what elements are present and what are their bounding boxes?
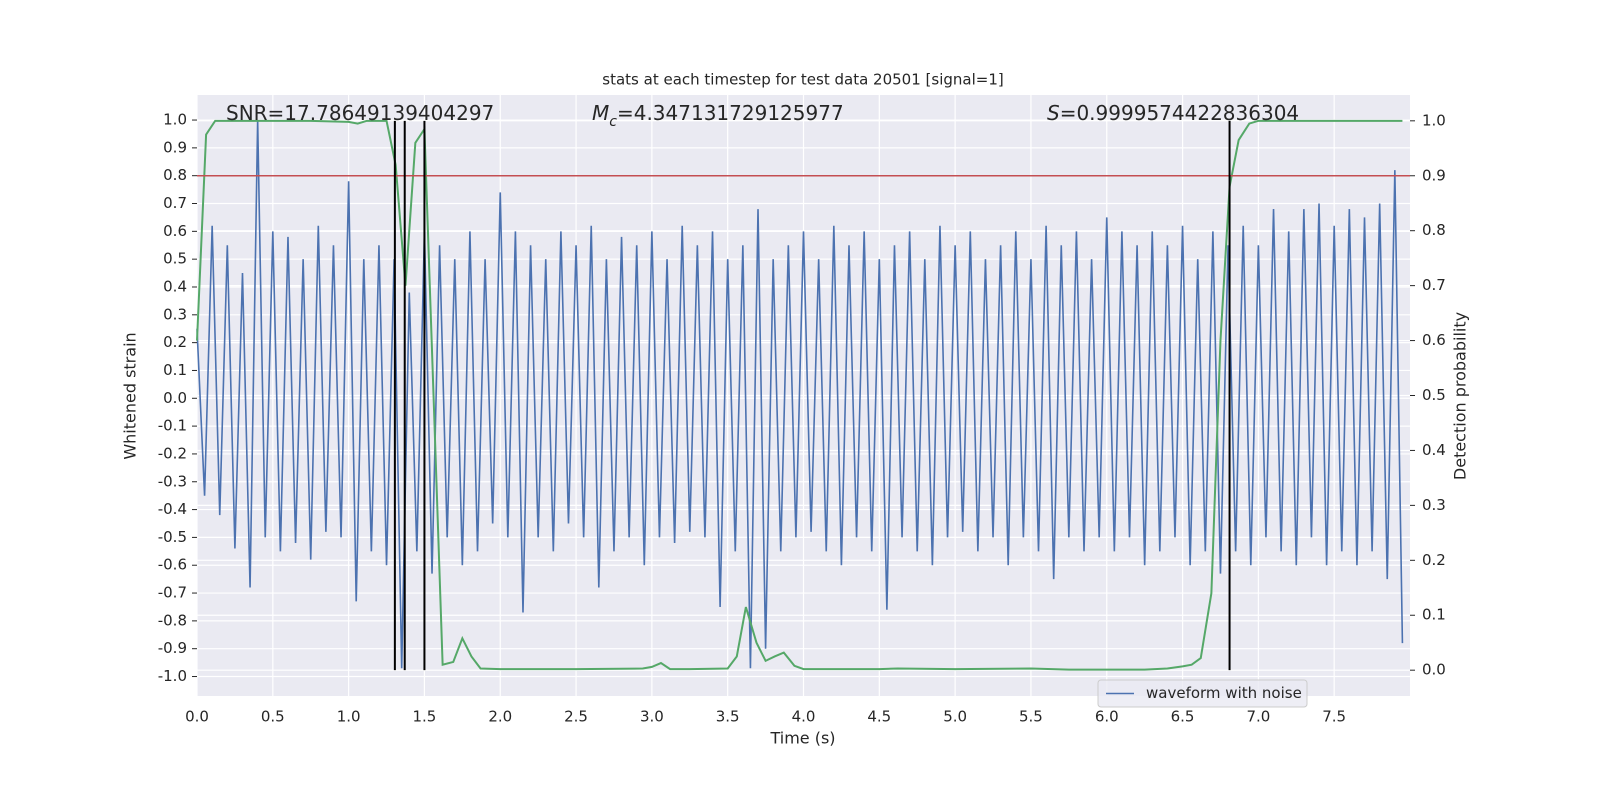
- y2-tick-label: 0.5: [1422, 386, 1446, 404]
- series-line: [196, 120, 1404, 669]
- x-tick-label: 2.0: [488, 708, 512, 726]
- y-tick-label: -0.9: [158, 639, 187, 657]
- series-line: [196, 119, 1403, 671]
- y2-tick-label: 0.1: [1422, 606, 1446, 624]
- y-tick-label: -0.1: [158, 417, 187, 435]
- annotation: SNR=17.78649139404297: [226, 101, 494, 125]
- legend: waveform with noise: [1097, 679, 1308, 708]
- x-tick-label: 1.5: [413, 708, 437, 726]
- x-axis-label: Time (s): [769, 729, 835, 748]
- x-tick-label: 0.0: [185, 708, 209, 726]
- legend-box: [1097, 679, 1308, 708]
- y2-tick-label: 0.0: [1422, 661, 1446, 679]
- x-tick-label: 0.5: [261, 708, 285, 726]
- y2-tick-label: 0.3: [1422, 496, 1446, 514]
- x-tick-label: 2.5: [564, 708, 588, 726]
- chart-title: stats at each timestep for test data 205…: [602, 71, 1003, 89]
- y2-tick-label: 0.4: [1422, 441, 1446, 459]
- y-tick-label: 0.4: [163, 277, 187, 295]
- y-tick-label: -0.8: [158, 611, 187, 629]
- y-tick-label: 0.0: [163, 389, 187, 407]
- x-tick-label: 7.5: [1322, 708, 1346, 726]
- y-tick-label: 0.3: [163, 305, 187, 323]
- annotation-text: SNR=17.78649139404297: [226, 101, 494, 125]
- y-tick-label: -1.0: [158, 667, 187, 685]
- x-tick-label: 3.0: [640, 708, 664, 726]
- x-tick-label: 4.5: [867, 708, 891, 726]
- y2-tick-label: 0.6: [1422, 331, 1446, 349]
- y2-tick-label: 0.9: [1422, 166, 1446, 184]
- y-tick-label: -0.3: [158, 472, 187, 490]
- annotation-text: =4.347131729125977: [617, 101, 844, 125]
- y-tick-label: 1.0: [163, 111, 187, 129]
- y2-tick-label: 0.8: [1422, 221, 1446, 239]
- annotation-symbol: S: [1047, 101, 1060, 125]
- y2-tick-label: 1.0: [1422, 111, 1446, 129]
- y2-tick-label: 0.7: [1422, 276, 1446, 294]
- y-tick-label: -0.5: [158, 528, 187, 546]
- x-tick-label: 7.0: [1246, 708, 1270, 726]
- y2-axis-label: Detection probability: [1451, 312, 1470, 480]
- annotation-text: =0.9999574422836304: [1060, 101, 1299, 125]
- y-axis-label: Whitened strain: [121, 332, 140, 459]
- annotation-symbol: M: [592, 101, 609, 125]
- y-tick-label: 0.2: [163, 333, 187, 351]
- y-tick-label: 0.8: [163, 166, 187, 184]
- x-tick-label: 6.0: [1095, 708, 1119, 726]
- legend-label: waveform with noise: [1146, 684, 1302, 702]
- x-tick-label: 5.0: [943, 708, 967, 726]
- annotation: S=0.9999574422836304: [1047, 101, 1299, 125]
- y-tick-label: 0.9: [163, 138, 187, 156]
- y-tick-label: -0.6: [158, 556, 187, 574]
- x-tick-label: 1.0: [337, 708, 361, 726]
- y-tick-label: -0.4: [158, 500, 187, 518]
- x-tick-label: 5.5: [1019, 708, 1043, 726]
- y-tick-label: 0.6: [163, 222, 187, 240]
- y-tick-label: 0.7: [163, 194, 187, 212]
- x-tick-label: 6.5: [1171, 708, 1195, 726]
- y2-tick-label: 0.2: [1422, 551, 1446, 569]
- marks: [196, 119, 1410, 671]
- annotation-subscript: c: [609, 114, 617, 130]
- annotation: Mc=4.347131729125977: [592, 101, 844, 131]
- y-tick-label: 0.1: [163, 361, 187, 379]
- y-tick-label: -0.7: [158, 584, 187, 602]
- x-tick-label: 4.0: [792, 708, 816, 726]
- x-tick-label: 3.5: [716, 708, 740, 726]
- y-tick-label: 0.5: [163, 250, 187, 268]
- y-tick-label: -0.2: [158, 444, 187, 462]
